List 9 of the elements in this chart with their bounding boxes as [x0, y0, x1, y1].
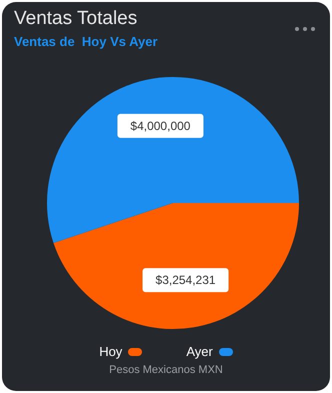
chart-title: Ventas Totales — [14, 8, 138, 30]
legend-label: Ayer — [186, 344, 214, 359]
legend-label: Hoy — [99, 344, 124, 359]
chart-subtitle: Ventas de Hoy Vs Ayer — [14, 34, 158, 49]
data-label: $4,000,000 — [130, 118, 191, 133]
pie-slice — [54, 203, 299, 329]
pie-slice — [47, 77, 299, 243]
text: Pesos Mexicanos MXN — [108, 364, 224, 376]
data-label: $3,254,231 — [156, 273, 216, 288]
